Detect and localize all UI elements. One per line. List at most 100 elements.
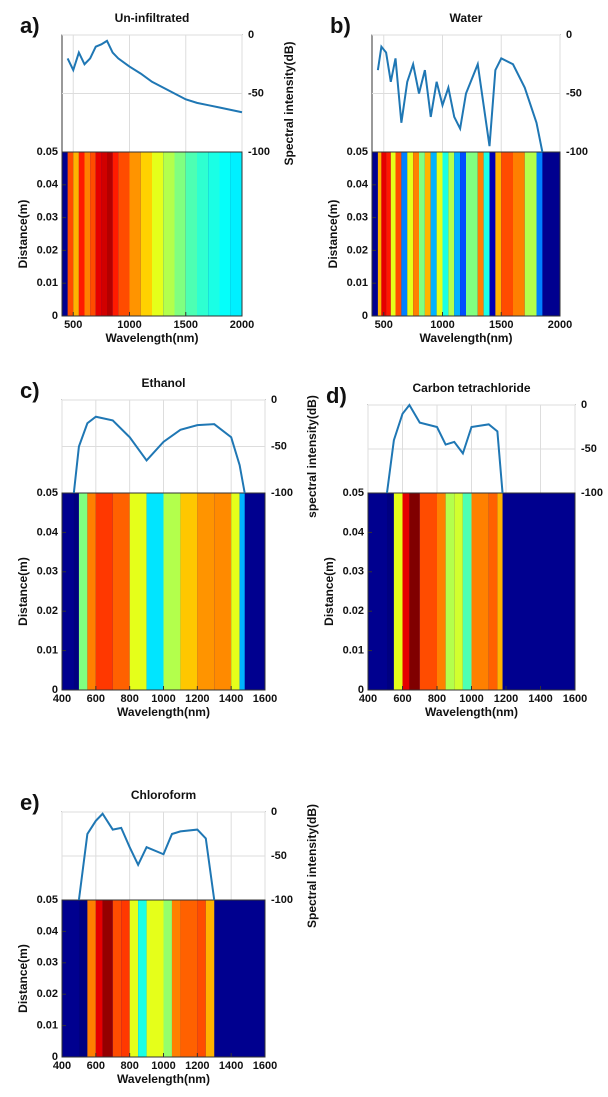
heatmap-cell <box>197 152 209 316</box>
y2-tick-label: -100 <box>566 146 588 158</box>
heatmap-cell <box>171 900 181 1057</box>
y-tick-label: 0.04 <box>343 526 365 538</box>
panel-label: e) <box>20 790 40 815</box>
x-tick-label: 1000 <box>151 693 175 705</box>
heatmap-cell <box>197 493 215 690</box>
panel-label: a) <box>20 13 40 38</box>
chart-title: Carbon tetrachloride <box>412 381 530 395</box>
heatmap-cell <box>454 152 461 316</box>
x-tick-label: 800 <box>428 693 446 705</box>
y-axis-label: Distance(m) <box>326 200 340 269</box>
y2-tick-label: 0 <box>271 806 277 818</box>
y-tick-label: 0.04 <box>37 925 59 937</box>
y2-tick-label: -50 <box>581 443 597 455</box>
x-tick-label: 1000 <box>459 693 483 705</box>
y-axis-label: Distance(m) <box>16 200 30 269</box>
x-axis-label: Wavelength(nm) <box>106 331 199 345</box>
y-tick-label: 0.04 <box>37 526 59 538</box>
y-tick-label: 0.01 <box>37 277 58 289</box>
heatmap-cell <box>513 152 525 316</box>
heatmap-frame <box>61 899 266 1058</box>
heatmap-cell <box>466 152 478 316</box>
heatmap-cell <box>393 493 403 690</box>
y2-tick-label: -100 <box>248 146 270 158</box>
spectrum-line <box>66 39 243 114</box>
chart-title: Ethanol <box>142 376 186 390</box>
y-tick-label: 0.05 <box>343 487 364 499</box>
chart-title: Chloroform <box>131 788 196 802</box>
heatmap-cell <box>413 152 419 316</box>
x-tick-label: 1200 <box>185 693 209 705</box>
x-tick-label: 1400 <box>219 693 243 705</box>
heatmap-cell <box>489 152 496 316</box>
heatmap-cell <box>381 152 387 316</box>
heatmap-frame <box>367 492 576 691</box>
x-tick-label: 1000 <box>151 1060 175 1072</box>
y-tick-label: 0.05 <box>37 146 58 158</box>
y-tick-label: 0.02 <box>37 605 58 617</box>
x-tick-label: 400 <box>53 1060 71 1072</box>
x-axis-label: Wavelength(nm) <box>420 331 513 345</box>
heatmap-cell <box>138 900 147 1057</box>
heatmap-cell <box>483 152 490 316</box>
y2-tick-label: -50 <box>271 850 287 862</box>
x-tick-label: 400 <box>53 693 71 705</box>
y2-tick-label: -50 <box>566 87 582 99</box>
heatmap-cell <box>390 152 396 316</box>
heatmap-cell <box>95 152 102 316</box>
heatmap-cell <box>73 493 79 690</box>
heatmap-cell <box>205 900 215 1057</box>
x-tick-label: 800 <box>120 693 138 705</box>
heatmap-cell <box>386 152 391 316</box>
y-tick-label: 0.04 <box>347 179 369 191</box>
heatmap-cell <box>118 152 130 316</box>
x-tick-label: 1500 <box>174 319 198 331</box>
heatmap-cell <box>180 900 198 1057</box>
heatmap-cell <box>95 900 103 1057</box>
x-tick-label: 600 <box>87 693 105 705</box>
x-tick-label: 1200 <box>494 693 518 705</box>
y2-tick-label: -50 <box>271 440 287 452</box>
heatmap-cell <box>386 493 394 690</box>
y-tick-label: 0.04 <box>37 179 59 191</box>
heatmap-cell <box>401 152 408 316</box>
heatmap-cell <box>488 493 498 690</box>
y-tick-label: 0.03 <box>347 212 368 224</box>
heatmap-cell <box>445 493 455 690</box>
y-axis-label: Distance(m) <box>322 557 336 626</box>
heatmap-cell <box>78 900 88 1057</box>
heatmap-cell <box>430 152 437 316</box>
x-axis-label: Wavelength(nm) <box>117 705 210 719</box>
x-tick-label: 800 <box>120 1060 138 1072</box>
heatmap-cell <box>90 152 96 316</box>
heatmap-cell <box>495 152 502 316</box>
y-tick-label: 0.01 <box>343 645 364 657</box>
heatmap-cell <box>112 900 122 1057</box>
heatmap-cell <box>87 900 96 1057</box>
heatmap-cell <box>101 152 107 316</box>
heatmap-frame <box>61 492 266 691</box>
heatmap-cell <box>419 493 437 690</box>
y-axis-label: Distance(m) <box>16 557 30 626</box>
spectrum-line <box>385 403 504 494</box>
y2-tick-label: 0 <box>271 394 277 406</box>
heatmap-cell <box>67 152 74 316</box>
x-tick-label: 1600 <box>563 693 587 705</box>
y-tick-label: 0.01 <box>37 645 58 657</box>
heatmap-cell <box>377 152 382 316</box>
heatmap-frame <box>61 151 243 317</box>
heatmap-cell <box>84 152 91 316</box>
heatmap-cell <box>436 152 443 316</box>
x-tick-label: 1600 <box>253 1060 277 1072</box>
heatmap-cell <box>419 152 425 316</box>
x-tick-label: 2000 <box>548 319 572 331</box>
heatmap-cell <box>174 152 186 316</box>
x-tick-label: 500 <box>375 319 393 331</box>
heatmap-cell <box>471 493 489 690</box>
heatmap-cell <box>129 152 141 316</box>
chart-title: Water <box>450 11 483 25</box>
x-tick-label: 600 <box>87 1060 105 1072</box>
heatmap-cell <box>180 493 198 690</box>
y2-axis-label: Spectral intensity(dB) <box>282 41 296 165</box>
heatmap-cell <box>437 493 446 690</box>
